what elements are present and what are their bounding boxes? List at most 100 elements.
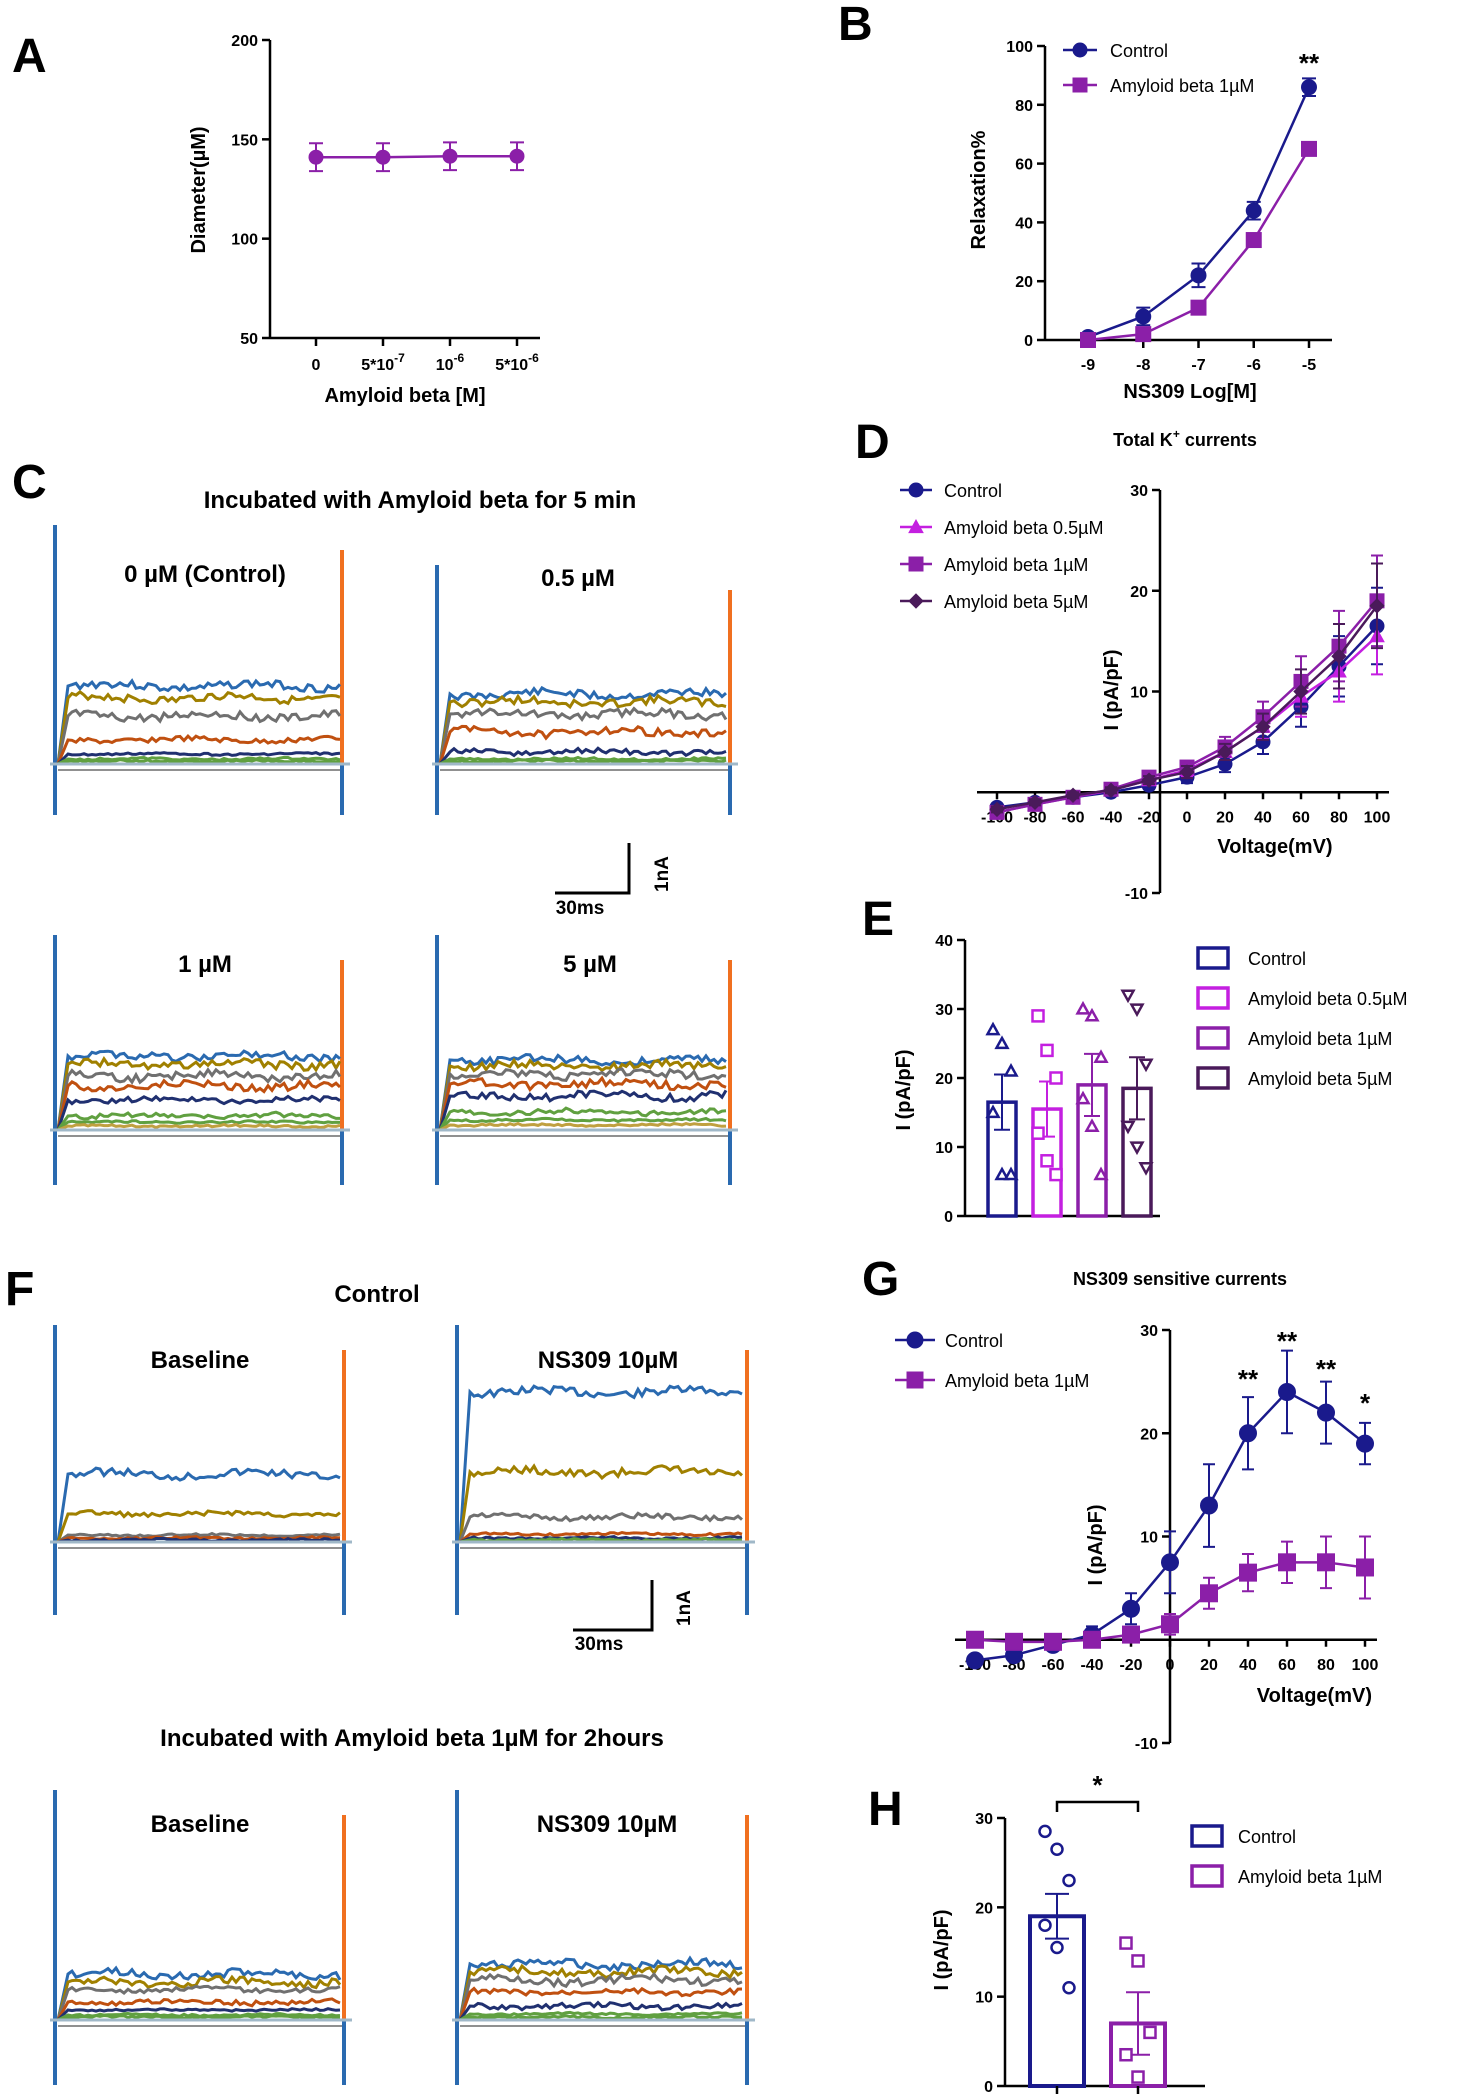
- d-legend-marker: [908, 518, 924, 534]
- d-data-point: [1369, 598, 1385, 614]
- f-trace-baseline-control-current-trace: [56, 1509, 341, 1543]
- b-x-tick-label: -8: [1136, 357, 1150, 374]
- d-x-tick-label: 20: [1216, 809, 1234, 826]
- b-data-point: [1190, 267, 1207, 284]
- f-trace-ns309-amyloid-current-trace: [459, 2010, 743, 2022]
- c-trace-control-current-trace: [57, 755, 341, 766]
- panel-letter-b: B: [838, 0, 873, 51]
- g-legend-marker: [906, 1331, 924, 1349]
- d-x-axis-title: Voltage(mV): [1217, 836, 1332, 858]
- trace-title-0-5um: 0.5 µM: [541, 565, 615, 592]
- f-trace-baseline-amyloid-current-trace: [56, 1984, 341, 2021]
- d-y-axis-title: I (pA/pF): [1101, 649, 1123, 730]
- e-legend-swatch: [1196, 946, 1230, 970]
- e-data-point: [1084, 1007, 1100, 1022]
- trace-title-baseline-control: Baseline: [151, 1347, 250, 1374]
- e-legend-label: Amyloid beta 0.5µM: [1248, 989, 1407, 1009]
- trace-title-1um: 1 µM: [178, 951, 232, 978]
- a-data-point: [509, 148, 525, 164]
- trace-title-5um: 5 µM: [563, 951, 617, 978]
- g-data-point: [1083, 1630, 1101, 1649]
- b-x-axis-title: NS309 Log[M]: [1123, 381, 1256, 403]
- g-x-tick-label: 0: [1166, 1657, 1175, 1674]
- g-data-point: [1278, 1382, 1296, 1401]
- h-error-bar: [1045, 1892, 1069, 1940]
- c-trace-1um-current-trace: [56, 1094, 341, 1131]
- g-x-tick-label: 80: [1317, 1657, 1335, 1674]
- e-legend-label: Amyloid beta 5µM: [1248, 1069, 1392, 1089]
- c-trace-0-5um-current-trace: [438, 693, 727, 765]
- d-data-point: [1103, 782, 1119, 798]
- a-data-point: [308, 149, 324, 165]
- e-data-point: [1075, 1090, 1091, 1105]
- h-significance-bracket: [1055, 1800, 1140, 1812]
- c-trace-5um-current-trace: [439, 1121, 727, 1132]
- f-trace-baseline-amyloid-current-trace: [56, 1974, 342, 2021]
- e-legend-label: Amyloid beta 1µM: [1248, 1029, 1392, 1049]
- g-y-tick-label: 30: [1140, 1323, 1158, 1340]
- g-data-point: [1278, 1553, 1296, 1572]
- b-data-point: [1190, 299, 1207, 316]
- f-trace-ns309-control-current-trace: [458, 1384, 743, 1543]
- g-y-axis-title: I (pA/pF): [1085, 1504, 1107, 1585]
- e-data-point: [1129, 1003, 1145, 1018]
- b-y-tick-label: 20: [1015, 274, 1033, 291]
- d-data-point: [1217, 744, 1233, 760]
- e-data-point: [1120, 1120, 1136, 1135]
- panel-letter-d: D: [855, 416, 890, 469]
- b-x-tick-label: -9: [1081, 357, 1095, 374]
- g-chart-title: NS309 sensitive currents: [1073, 1269, 1287, 1289]
- c-trace-5um-current-trace: [438, 1052, 727, 1131]
- a-y-tick-label: 200: [231, 33, 258, 50]
- g-x-axis-title: Voltage(mV): [1257, 1685, 1372, 1707]
- scale-bar-c-y: 1nA: [652, 856, 673, 892]
- b-legend-marker: [1072, 42, 1088, 58]
- c-trace-control-current-trace: [56, 689, 341, 765]
- scale-bar-f-x: 30ms: [575, 1634, 624, 1655]
- b-data-point: [1301, 79, 1317, 96]
- e-data-point: [1049, 1167, 1063, 1182]
- d-legend-label: Amyloid beta 1µM: [944, 555, 1088, 575]
- f-trace-baseline-amyloid-current-trace: [57, 2013, 341, 2022]
- e-legend-label: Control: [1248, 949, 1306, 969]
- e-data-point: [985, 1021, 1001, 1036]
- g-x-tick-label: 60: [1278, 1657, 1296, 1674]
- d-data-point: [1255, 719, 1271, 735]
- d-legend-marker: [908, 482, 924, 498]
- e-y-tick-label: 10: [935, 1140, 953, 1157]
- b-legend-label: Amyloid beta 1µM: [1110, 76, 1254, 96]
- h-data-point: [1131, 1954, 1145, 1968]
- f-trace-baseline-amyloid-current-trace: [56, 2006, 341, 2022]
- f-trace-ns309-amyloid-current-trace: [458, 1986, 743, 2021]
- c-trace-0-5um-current-trace: [439, 758, 727, 766]
- f-trace-ns309-amyloid-current-trace: [458, 2000, 743, 2021]
- g-x-tick-label: 20: [1200, 1657, 1218, 1674]
- e-data-point: [1129, 1141, 1145, 1156]
- h-y-tick-label: 20: [975, 1900, 993, 1917]
- a-y-tick-label: 50: [240, 331, 258, 348]
- b-data-point: [1245, 202, 1262, 219]
- g-data-point: [1317, 1553, 1335, 1572]
- d-legend-label: Control: [944, 481, 1002, 501]
- c-trace-5um-current-trace: [438, 1067, 727, 1131]
- d-data-point: [1141, 772, 1157, 788]
- d-chart-title-sup: +: [1173, 427, 1180, 441]
- h-y-tick-label: 0: [984, 2079, 993, 2096]
- c-trace-5um-current-trace: [438, 1089, 728, 1131]
- e-data-point: [1031, 1126, 1045, 1140]
- g-x-tick-label: -60: [1041, 1657, 1064, 1674]
- c-trace-0-5um-current-trace: [438, 685, 727, 765]
- c-trace-control-current-trace: [56, 751, 341, 766]
- scale-bar-c: 30ms 1nA: [555, 843, 673, 919]
- e-legend-swatch: [1196, 986, 1230, 1010]
- d-x-tick-label: 80: [1330, 809, 1348, 826]
- f-trace-ns309-amyloid-current-trace: [458, 1963, 743, 2021]
- d-x-tick-label: -60: [1061, 809, 1084, 826]
- g-y-tick-label: -10: [1135, 1736, 1158, 1753]
- a-x-tick-sup: -6: [528, 351, 539, 365]
- h-data-point: [1119, 1936, 1133, 1950]
- b-y-tick-label: 40: [1015, 215, 1033, 232]
- e-data-point: [1093, 1049, 1109, 1063]
- d-legend-marker: [908, 593, 924, 609]
- c-trace-1um-current-trace: [57, 1122, 341, 1132]
